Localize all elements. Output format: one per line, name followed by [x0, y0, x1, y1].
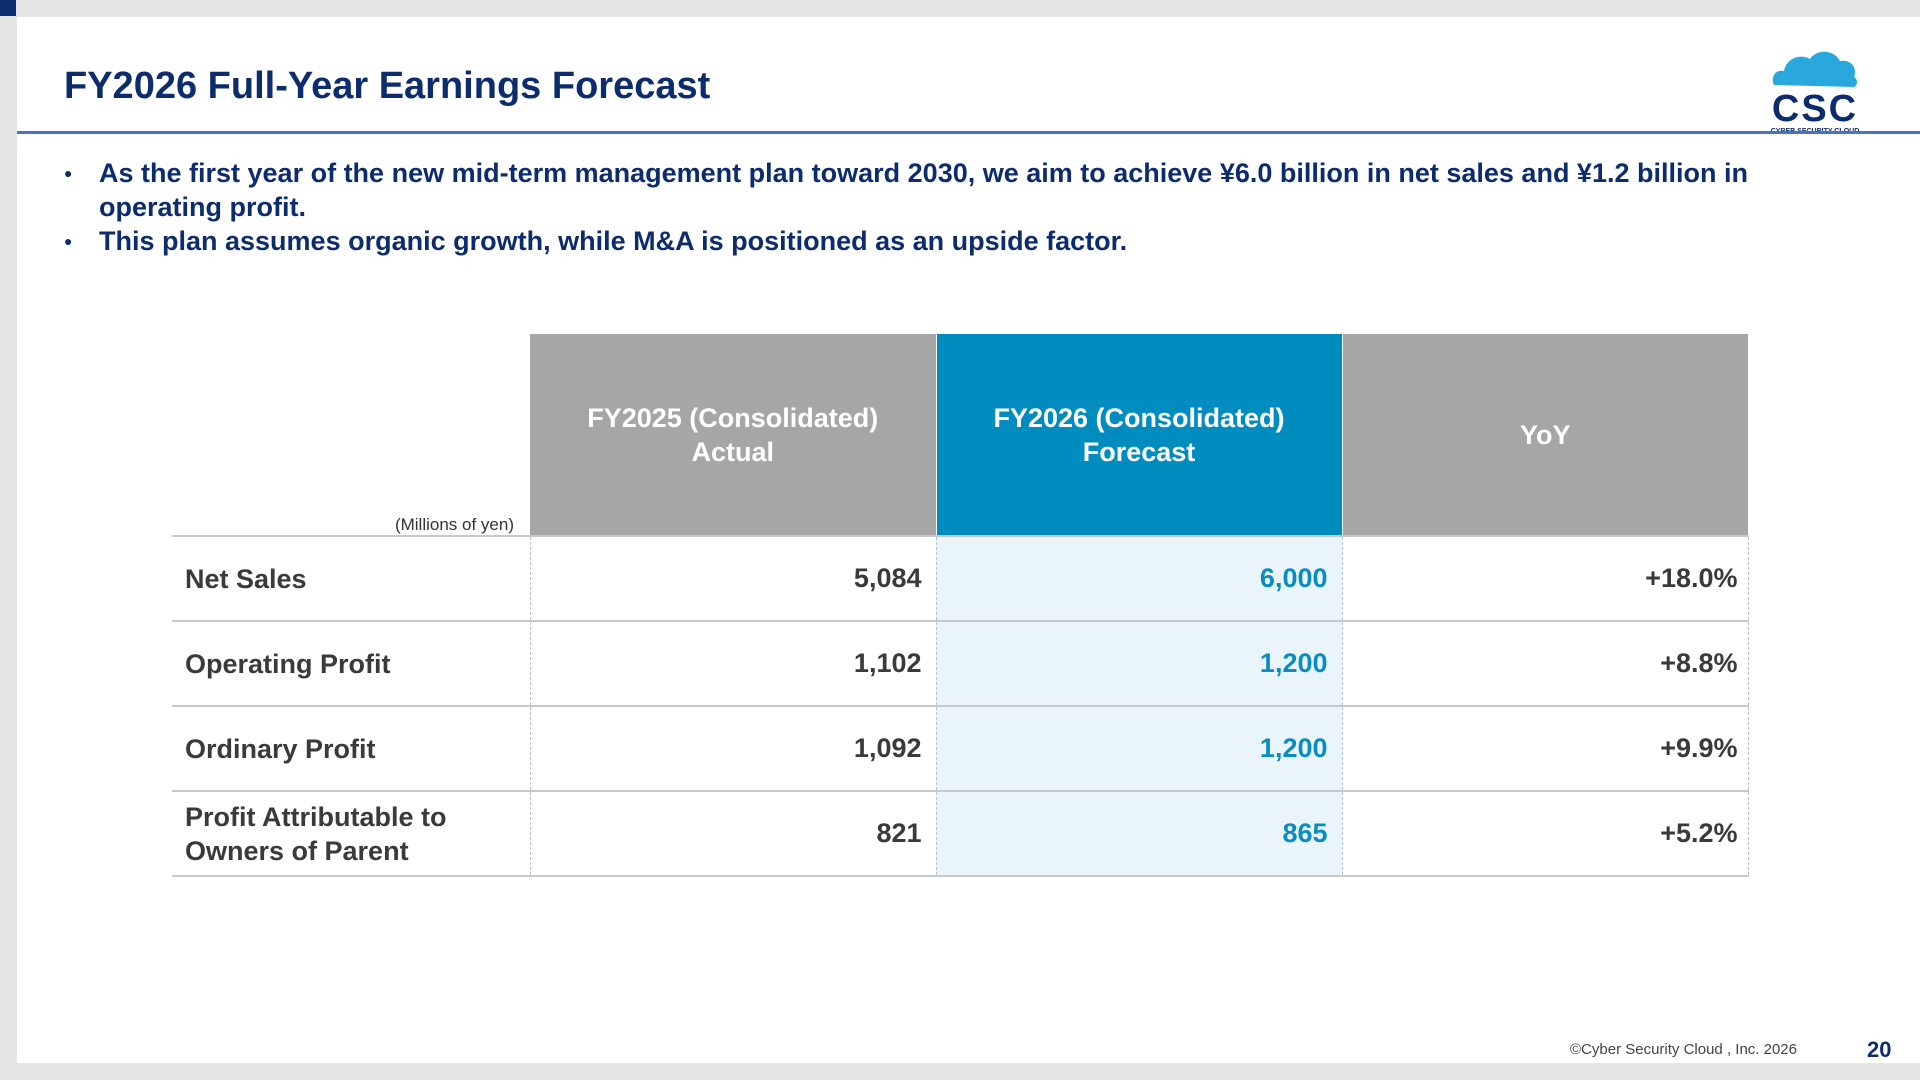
page-number: 20	[1867, 1037, 1892, 1062]
row-label-line: Owners of Parent	[185, 835, 409, 866]
corner-mark	[0, 0, 16, 16]
forecast-value: 865	[935, 791, 1342, 877]
header-yoy: YoY	[1342, 334, 1748, 536]
yoy-value: +18.0%	[1341, 535, 1749, 622]
row-label-line: Ordinary Profit	[185, 733, 376, 764]
actual-value: 1,092	[529, 706, 936, 792]
title-divider	[17, 131, 1920, 134]
header-line: FY2025 (Consolidated)	[587, 402, 879, 433]
table-row: Net Sales 5,084 6,000 +18.0%	[172, 535, 1749, 622]
header-line: YoY	[1519, 419, 1571, 450]
cloud-icon: CSC CYBER SECURITY CLOUD	[1771, 51, 1860, 135]
slide: FY2026 Full-Year Earnings Forecast CSC C…	[17, 17, 1920, 1063]
header-line: Forecast	[1082, 436, 1196, 467]
bullet-list: As the first year of the new mid-term ma…	[64, 156, 1864, 258]
actual-value: 5,084	[529, 535, 936, 622]
header-fy2025-actual: FY2025 (Consolidated) Actual	[530, 334, 936, 536]
table-header-row: (Millions of yen) FY2025 (Consolidated) …	[172, 334, 1748, 536]
row-label: Operating Profit	[172, 621, 530, 707]
forecast-value: 1,200	[935, 621, 1342, 707]
table-row: Operating Profit 1,102 1,200 +8.8%	[172, 621, 1749, 707]
logo-wordmark: CSC	[1772, 88, 1858, 130]
page-title: FY2026 Full-Year Earnings Forecast	[64, 65, 711, 107]
header-line: FY2026 (Consolidated)	[993, 402, 1285, 433]
header-fy2026-forecast: FY2026 (Consolidated) Forecast	[935, 334, 1343, 536]
copyright-text: ©Cyber Security Cloud , Inc. 2026	[1570, 1041, 1797, 1058]
actual-value: 1,102	[529, 621, 936, 707]
unit-label: (Millions of yen)	[172, 334, 530, 536]
row-label: Profit Attributable to Owners of Parent	[172, 791, 530, 877]
bullet-item: This plan assumes organic growth, while …	[64, 224, 1864, 258]
yoy-value: +5.2%	[1341, 791, 1749, 877]
table-row: Ordinary Profit 1,092 1,200 +9.9%	[172, 706, 1749, 792]
row-label-line: Net Sales	[185, 563, 307, 594]
row-label-line: Operating Profit	[185, 648, 391, 679]
yoy-value: +9.9%	[1341, 706, 1749, 792]
company-logo: CSC CYBER SECURITY CLOUD	[1754, 45, 1876, 137]
row-label: Ordinary Profit	[172, 706, 530, 792]
yoy-value: +8.8%	[1341, 621, 1749, 707]
header-line: Actual	[691, 436, 775, 467]
row-label-line: Profit Attributable to	[185, 801, 447, 832]
table-row: Profit Attributable to Owners of Parent …	[172, 791, 1749, 877]
forecast-table-container: (Millions of yen) FY2025 (Consolidated) …	[172, 334, 1768, 877]
forecast-value: 6,000	[935, 535, 1342, 622]
forecast-table: (Millions of yen) FY2025 (Consolidated) …	[172, 334, 1749, 877]
row-label: Net Sales	[172, 535, 530, 622]
forecast-value: 1,200	[935, 706, 1342, 792]
logo-text: CSC CYBER SECURITY CLOUD	[1771, 88, 1860, 135]
bullet-item: As the first year of the new mid-term ma…	[64, 156, 1864, 224]
actual-value: 821	[529, 791, 936, 877]
